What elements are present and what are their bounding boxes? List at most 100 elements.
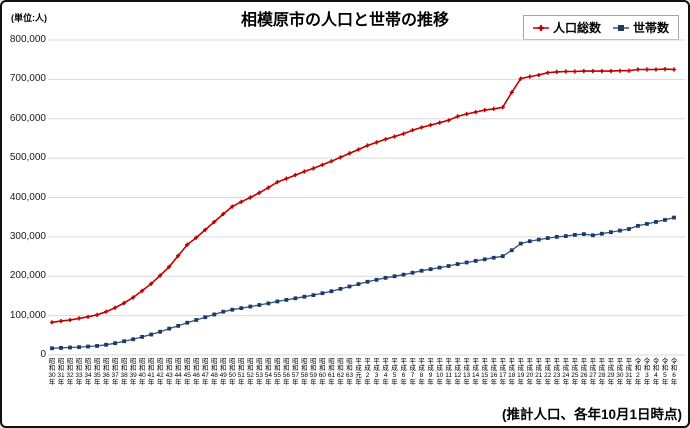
x-axis-label: 平成23年 [553, 358, 561, 386]
x-axis-label: 平成5年 [391, 358, 398, 386]
x-axis-label: 平成12年 [454, 358, 462, 386]
data-point-marker [257, 190, 262, 195]
x-axis-label: 平成30年 [616, 358, 624, 386]
y-axis-tick-label: 0 [40, 349, 46, 360]
data-point-marker [113, 341, 118, 346]
data-point-marker [58, 319, 64, 324]
data-point-marker [230, 204, 235, 209]
data-point-marker [365, 143, 370, 148]
data-point-marker [473, 258, 478, 263]
data-point-marker [248, 195, 253, 200]
data-point-marker [672, 215, 676, 220]
data-point-marker [103, 309, 109, 314]
data-point-marker [347, 284, 352, 289]
data-point-marker [545, 70, 550, 75]
data-point-marker [383, 137, 388, 142]
x-axis-label: 昭和56年 [282, 358, 290, 386]
data-point-marker [104, 342, 108, 347]
data-point-marker [509, 90, 514, 95]
data-point-marker [635, 67, 641, 72]
data-point-marker [239, 306, 244, 311]
data-point-marker [302, 294, 307, 299]
data-point-marker [653, 67, 659, 72]
data-point-marker [563, 234, 568, 238]
data-point-marker [239, 199, 244, 204]
data-point-marker [518, 241, 523, 246]
data-point-marker [599, 69, 604, 74]
x-axis-label: 平成7年 [409, 358, 416, 386]
x-axis-label: 昭和42年 [156, 358, 164, 386]
data-point-marker [536, 72, 541, 78]
x-axis-label: 平成2年 [364, 358, 371, 386]
x-axis-label: 昭和38年 [120, 358, 128, 386]
data-point-marker [221, 309, 226, 314]
data-point-marker [392, 274, 397, 279]
data-point-marker [149, 332, 154, 337]
data-point-marker [140, 288, 145, 293]
y-axis-tick-label: 700,000 [9, 73, 46, 85]
data-point-marker [86, 344, 90, 349]
data-point-marker [94, 312, 100, 317]
x-axis-label: 昭和57年 [291, 358, 299, 386]
x-axis-label: 令和4年 [652, 358, 660, 386]
data-point-marker [491, 255, 496, 260]
data-point-marker [662, 67, 668, 72]
data-point-marker [266, 185, 271, 190]
data-point-marker [50, 346, 54, 351]
legend-label-population: 人口総数 [552, 21, 601, 35]
x-axis-label: 昭和58年 [300, 358, 308, 386]
legend-item-population: 人口総数 [532, 19, 601, 36]
data-point-marker [140, 334, 145, 339]
y-axis-tick-label: 800,000 [9, 34, 46, 45]
data-point-marker [500, 254, 505, 259]
data-point-marker [410, 128, 415, 133]
data-point-marker [455, 114, 460, 119]
data-point-marker [491, 106, 496, 112]
data-point-marker [149, 281, 154, 286]
x-axis-label: 昭和32年 [66, 358, 74, 386]
x-axis-label: 平成22年 [544, 358, 552, 386]
data-point-marker [482, 107, 487, 113]
x-axis-label: 昭和61年 [327, 358, 336, 386]
data-point-marker [338, 286, 343, 291]
data-point-marker [311, 166, 316, 171]
data-point-marker [509, 248, 514, 253]
data-point-marker [437, 265, 442, 270]
x-axis-label: 昭和47年 [201, 358, 209, 386]
data-point-marker [230, 307, 235, 312]
x-axis-label: 平成19年 [517, 358, 525, 386]
data-point-marker [158, 329, 163, 334]
y-axis-tick-label: 400,000 [9, 191, 46, 203]
data-point-marker [383, 275, 388, 280]
legend-label-households: 世帯数 [632, 21, 669, 35]
data-point-marker [284, 176, 289, 181]
data-point-marker [95, 344, 99, 348]
x-axis-label: 平成24年 [562, 358, 570, 386]
x-axis-label: 平成20年 [526, 358, 534, 386]
x-axis-label: 平成元年 [355, 358, 362, 386]
data-point-marker [176, 323, 181, 328]
x-axis-label: 昭和41年 [147, 358, 155, 386]
x-axis-label: 昭和53年 [255, 358, 263, 386]
data-point-marker [374, 140, 379, 145]
data-point-marker [590, 233, 595, 238]
data-point-marker [392, 134, 397, 139]
data-point-marker [248, 304, 253, 309]
x-axis-label: 昭和39年 [129, 358, 137, 386]
data-point-marker [311, 293, 316, 298]
x-axis-label: 平成18年 [508, 358, 516, 386]
households-line-marker-icon [612, 24, 629, 31]
data-point-marker [194, 318, 199, 322]
x-axis-label: 平成9年 [427, 358, 434, 386]
data-point-marker [185, 242, 190, 247]
data-point-marker [49, 320, 55, 325]
x-axis-label: 昭和59年 [309, 358, 318, 386]
x-axis-label: 昭和45年 [183, 358, 191, 386]
x-axis-label: 昭和63年 [345, 358, 354, 386]
x-axis-label: 平成29年 [607, 358, 615, 386]
y-axis-tick-label: 200,000 [9, 270, 46, 282]
x-axis-label: 平成15年 [481, 358, 489, 386]
population-line-marker-icon [532, 24, 549, 31]
